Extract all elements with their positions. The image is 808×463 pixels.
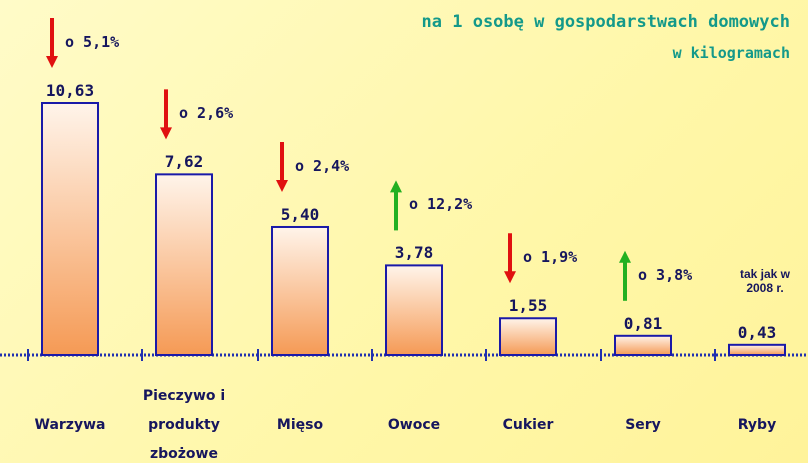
chart-subtitle: w kilogramach	[673, 44, 790, 62]
value-label: 7,62	[144, 152, 224, 171]
change-label: o 2,6%	[179, 104, 233, 122]
category-label: Pieczywo i produkty zbożowe	[142, 375, 226, 463]
change-arrowhead	[504, 271, 516, 283]
bar	[615, 336, 671, 355]
bar	[500, 318, 556, 355]
change-arrowhead	[276, 180, 288, 192]
bar	[272, 227, 328, 355]
category-label: Owoce	[372, 375, 456, 463]
value-label: 0,81	[603, 314, 683, 333]
change-label: o 12,2%	[409, 195, 472, 213]
chart-title: na 1 osobę w gospodarstwach domowych	[422, 12, 790, 32]
category-label: Sery	[601, 375, 685, 463]
value-label: 10,63	[30, 81, 110, 100]
value-label: 0,43	[717, 323, 797, 342]
value-label: 5,40	[260, 205, 340, 224]
change-arrowhead	[160, 127, 172, 139]
bar	[156, 174, 212, 355]
change-arrowhead	[390, 180, 402, 192]
category-label: Warzywa	[28, 375, 112, 463]
change-arrowhead	[46, 56, 58, 68]
category-label: Mięso	[258, 375, 342, 463]
bar	[729, 345, 785, 355]
change-label: o 2,4%	[295, 157, 349, 175]
bar	[386, 265, 442, 355]
category-label: Cukier	[486, 375, 570, 463]
value-label: 1,55	[488, 296, 568, 315]
change-note: tak jak w 2008 r.	[733, 267, 797, 295]
change-arrowhead	[619, 251, 631, 263]
page: na 1 osobę w gospodarstwach domowych w k…	[0, 0, 808, 463]
bar	[42, 103, 98, 355]
category-label: Ryby	[715, 375, 799, 463]
change-label: o 5,1%	[65, 33, 119, 51]
change-label: o 1,9%	[523, 248, 577, 266]
change-label: o 3,8%	[638, 266, 692, 284]
value-label: 3,78	[374, 243, 454, 262]
